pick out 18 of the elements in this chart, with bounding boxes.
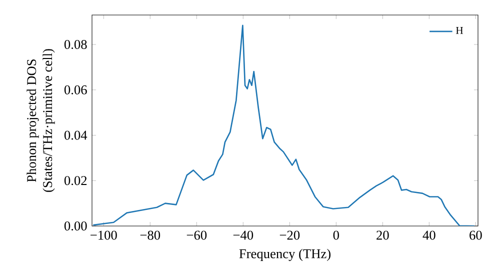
x-tick-label: −80	[140, 230, 160, 240]
x-tick-label: −20	[280, 230, 300, 240]
x-tick-label: −40	[233, 230, 254, 240]
x-tick-label: 20	[376, 230, 389, 240]
y-axis-title: Phonon projected DOS (States/THz·primitive cell)	[26, 49, 55, 192]
x-tick-label: 0	[333, 230, 339, 240]
x-tick-label: 40	[422, 230, 436, 240]
x-tick-label: −60	[186, 230, 207, 240]
legend-label: H	[456, 26, 464, 34]
y-tick-label: 0.00	[64, 221, 87, 231]
y-tick-label: 0.04	[64, 130, 88, 140]
x-axis-title: Frequency (THz)	[239, 248, 330, 261]
y-tick-label: 0.06	[64, 85, 87, 94]
x-tick-label: 60	[470, 230, 482, 240]
x-tick-label: −100	[90, 230, 117, 240]
y-tick-label: 0.02	[64, 176, 87, 186]
line-series	[92, 24, 476, 226]
y-tick-label: 0.08	[64, 40, 87, 50]
